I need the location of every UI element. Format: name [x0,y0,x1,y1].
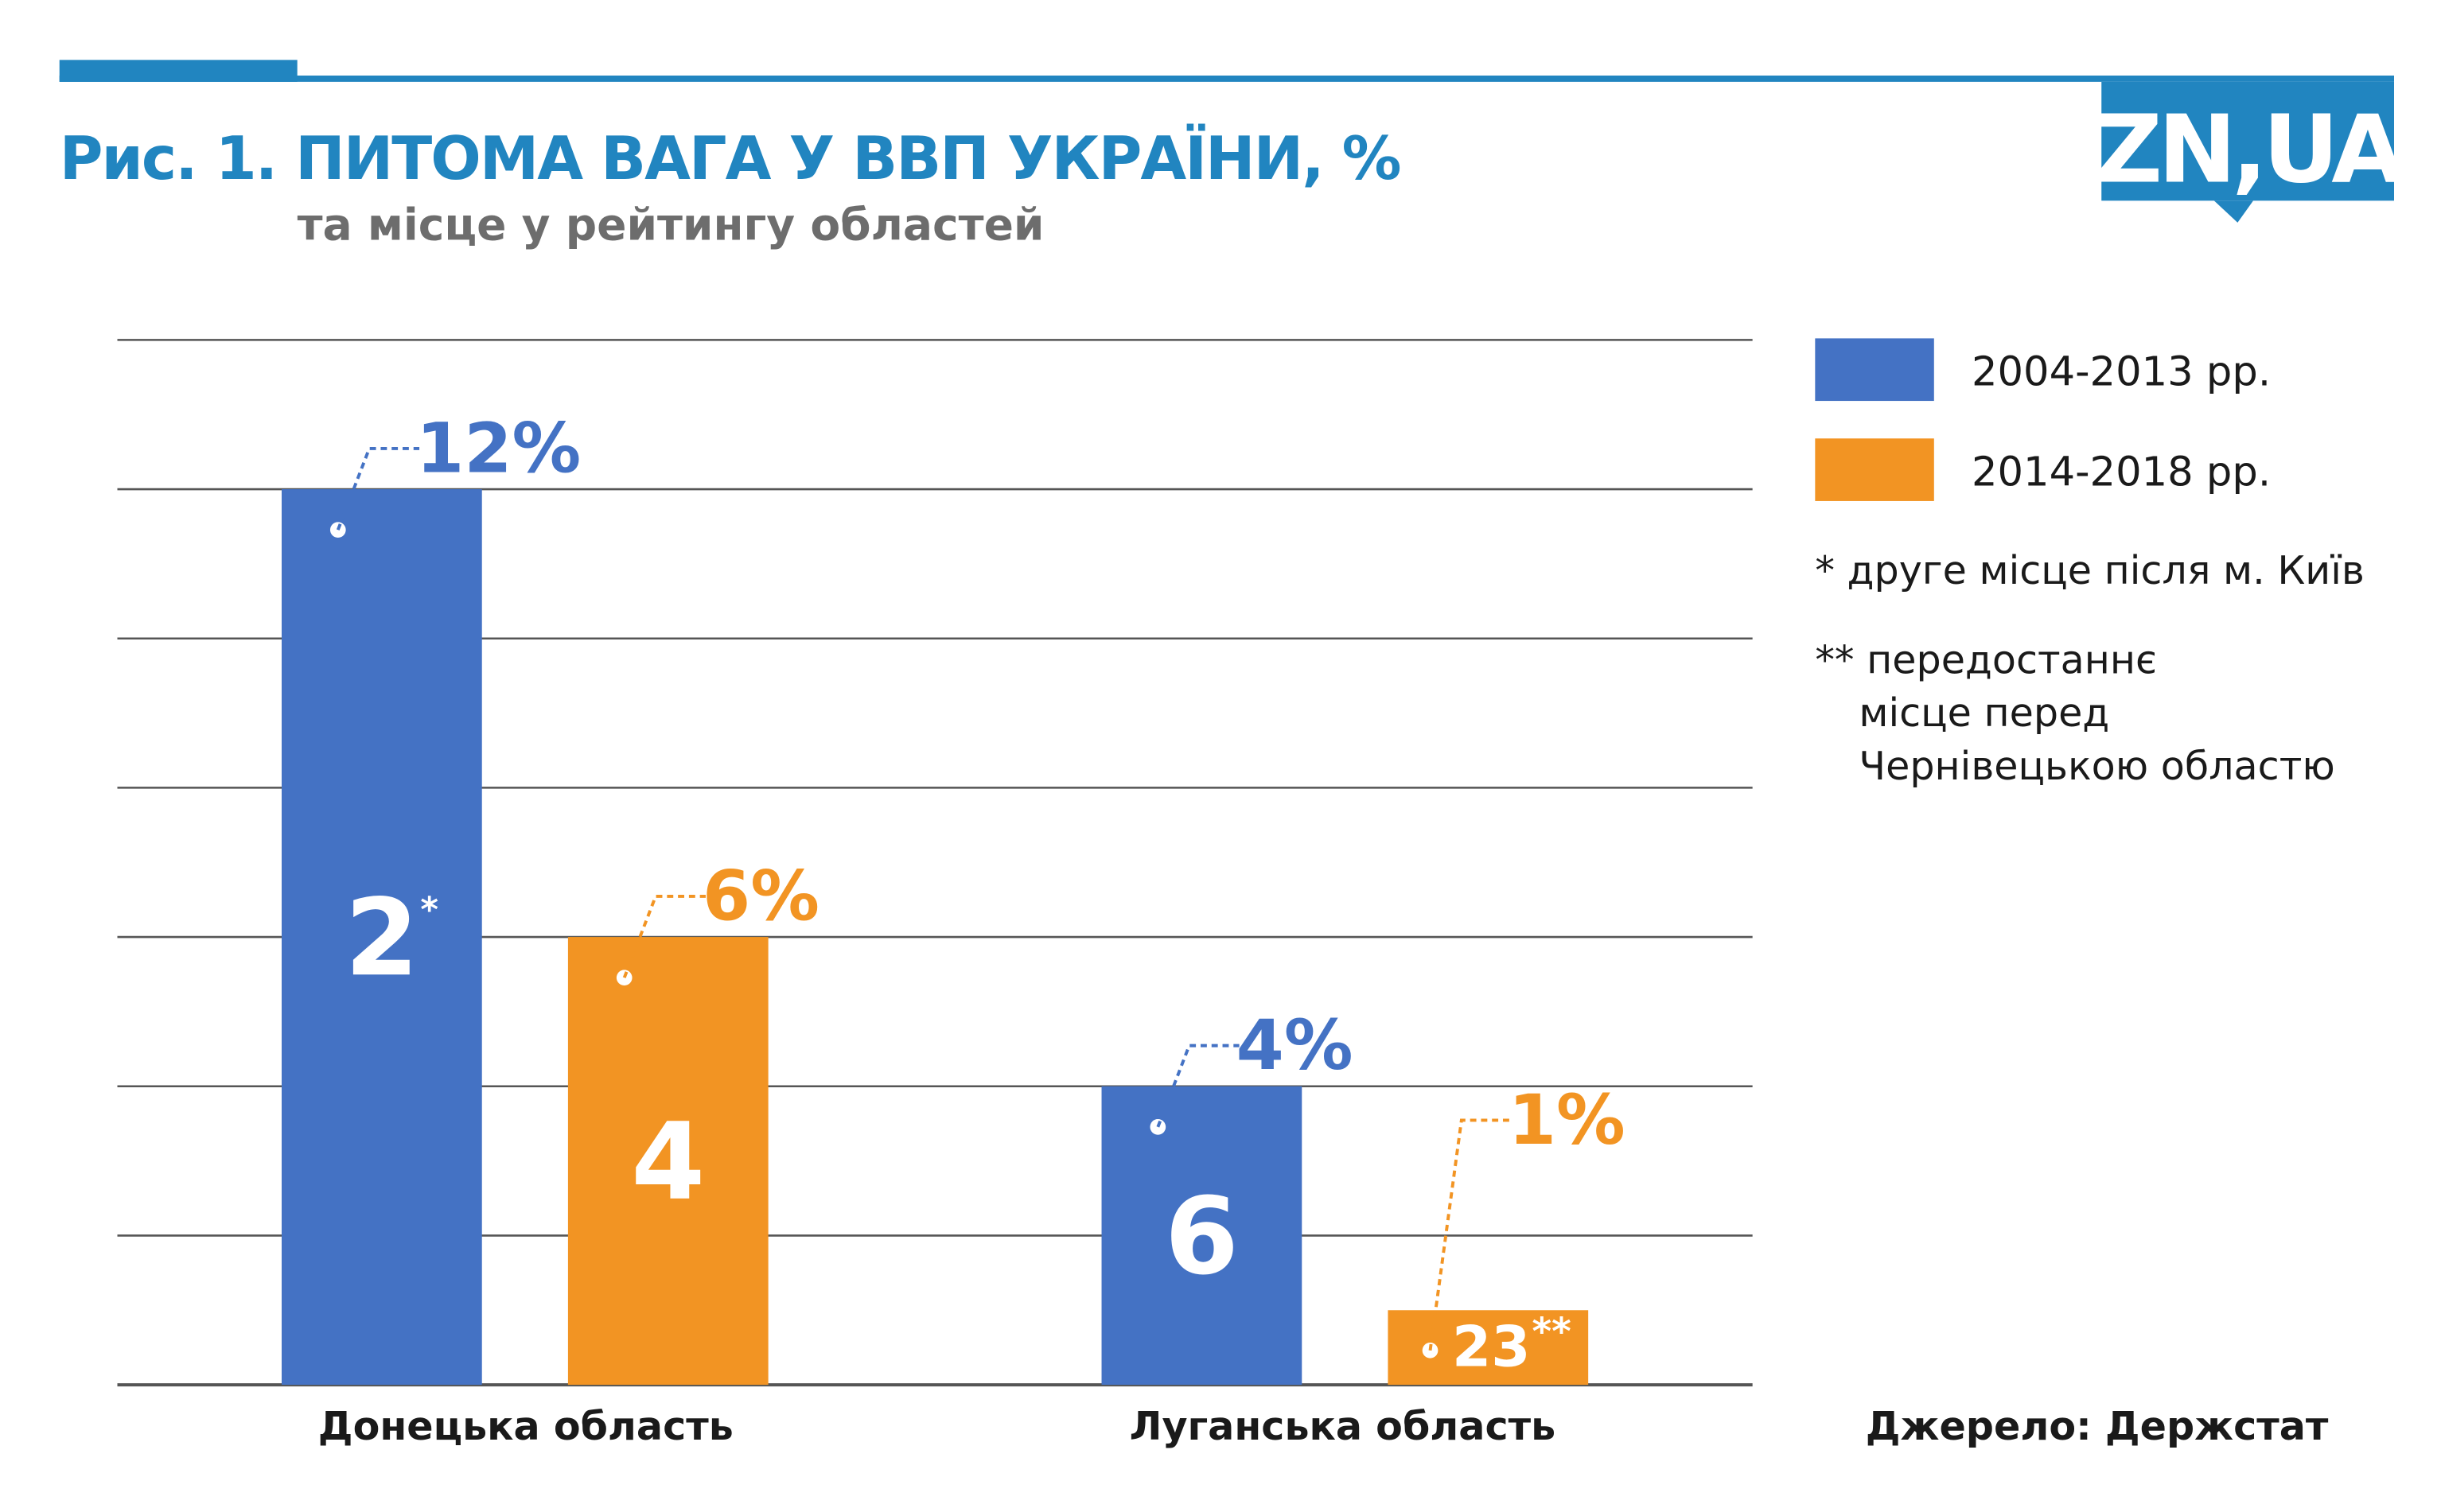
value-label: 1% [1509,1081,1625,1160]
bar-1-1 [1388,1310,1589,1386]
leader-dot [616,970,633,986]
legend-swatch-blue [1815,338,1934,402]
rank-footnote-mark: * [420,890,438,930]
leader-line [1428,1118,1512,1351]
footnote-2-line2: місце перед [1859,690,2109,736]
bars [282,489,1589,1386]
leader-dot [1150,1119,1166,1135]
rank-label: 23 [1452,1314,1531,1380]
zn-ua-logo: ZN,UA [2095,81,2408,223]
value-label: 6% [703,857,820,936]
legend-label-2014-2018: 2014-2018 рр. [1972,449,2271,496]
value-labels: 2 * 12% 6 4% 4 6% 23 ** 1% [329,409,1625,1380]
source-label: Джерело: Держстат [1866,1403,2329,1449]
bar-1-0 [567,937,769,1386]
bar-0-1 [1101,1086,1302,1386]
legend-swatch-orange [1815,438,1934,501]
legend-label-2004-2013: 2004-2013 рр. [1972,348,2271,395]
footnote-2-line1: ** передостаннє [1815,636,2157,682]
legend: 2004-2013 рр. 2014-2018 рр. [1815,338,2271,501]
chart-subtitle: та місце у рейтингу областей [298,200,1045,251]
bar-0-0 [282,489,482,1386]
footnote-2-line3: Чернівецькою областю [1859,743,2334,789]
leader-line [622,894,706,978]
footnote-1: * друге місце після м. Київ [1815,547,2365,593]
value-label: 12% [416,409,581,488]
category-label-luhansk: Луганська область [1130,1403,1556,1449]
leader-line [1156,1044,1240,1128]
chart-title: Рис. 1. ПИТОМА ВАГА У ВВП УКРАЇНИ, % [60,123,1400,193]
rank-label: 2 [345,876,419,1000]
header-rule [59,76,2394,82]
rank-footnote-mark: ** [1532,1310,1571,1354]
svg-text:ZN,UA: ZN,UA [2095,95,2404,204]
category-label-donetsk: Донецька область [318,1403,734,1449]
rank-label: 4 [631,1100,705,1224]
leader-line [336,446,420,531]
value-label: 4% [1236,1006,1353,1086]
rank-label: 6 [1165,1175,1239,1299]
